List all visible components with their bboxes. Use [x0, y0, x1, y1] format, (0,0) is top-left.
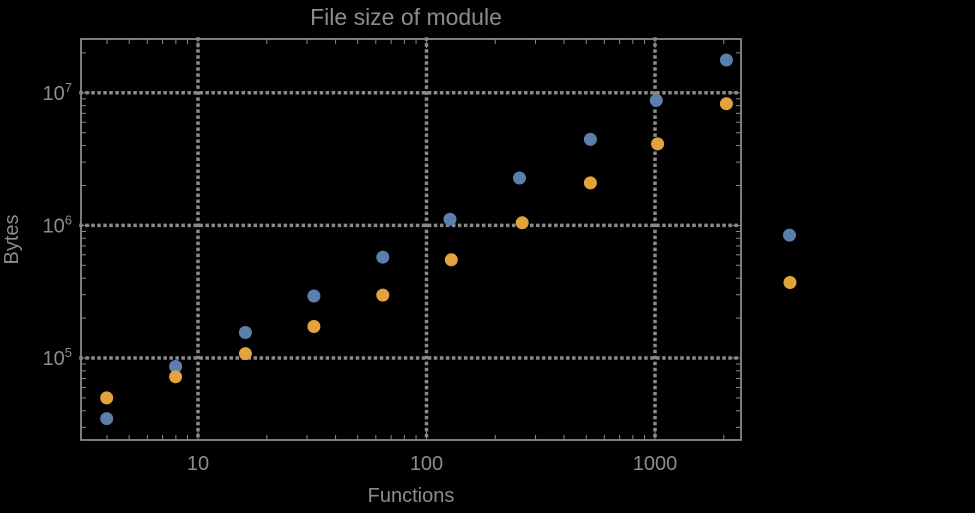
- svg-text:100: 100: [410, 453, 443, 475]
- svg-text:File size of module: File size of module: [310, 4, 502, 30]
- svg-text:Bytes: Bytes: [1, 214, 23, 264]
- svg-text:10: 10: [187, 453, 209, 475]
- svg-text:Functions: Functions: [368, 485, 455, 507]
- svg-text:106: 106: [43, 212, 72, 237]
- svg-text:105: 105: [43, 345, 72, 370]
- svg-text:107: 107: [43, 80, 72, 105]
- svg-text:1000: 1000: [633, 453, 678, 475]
